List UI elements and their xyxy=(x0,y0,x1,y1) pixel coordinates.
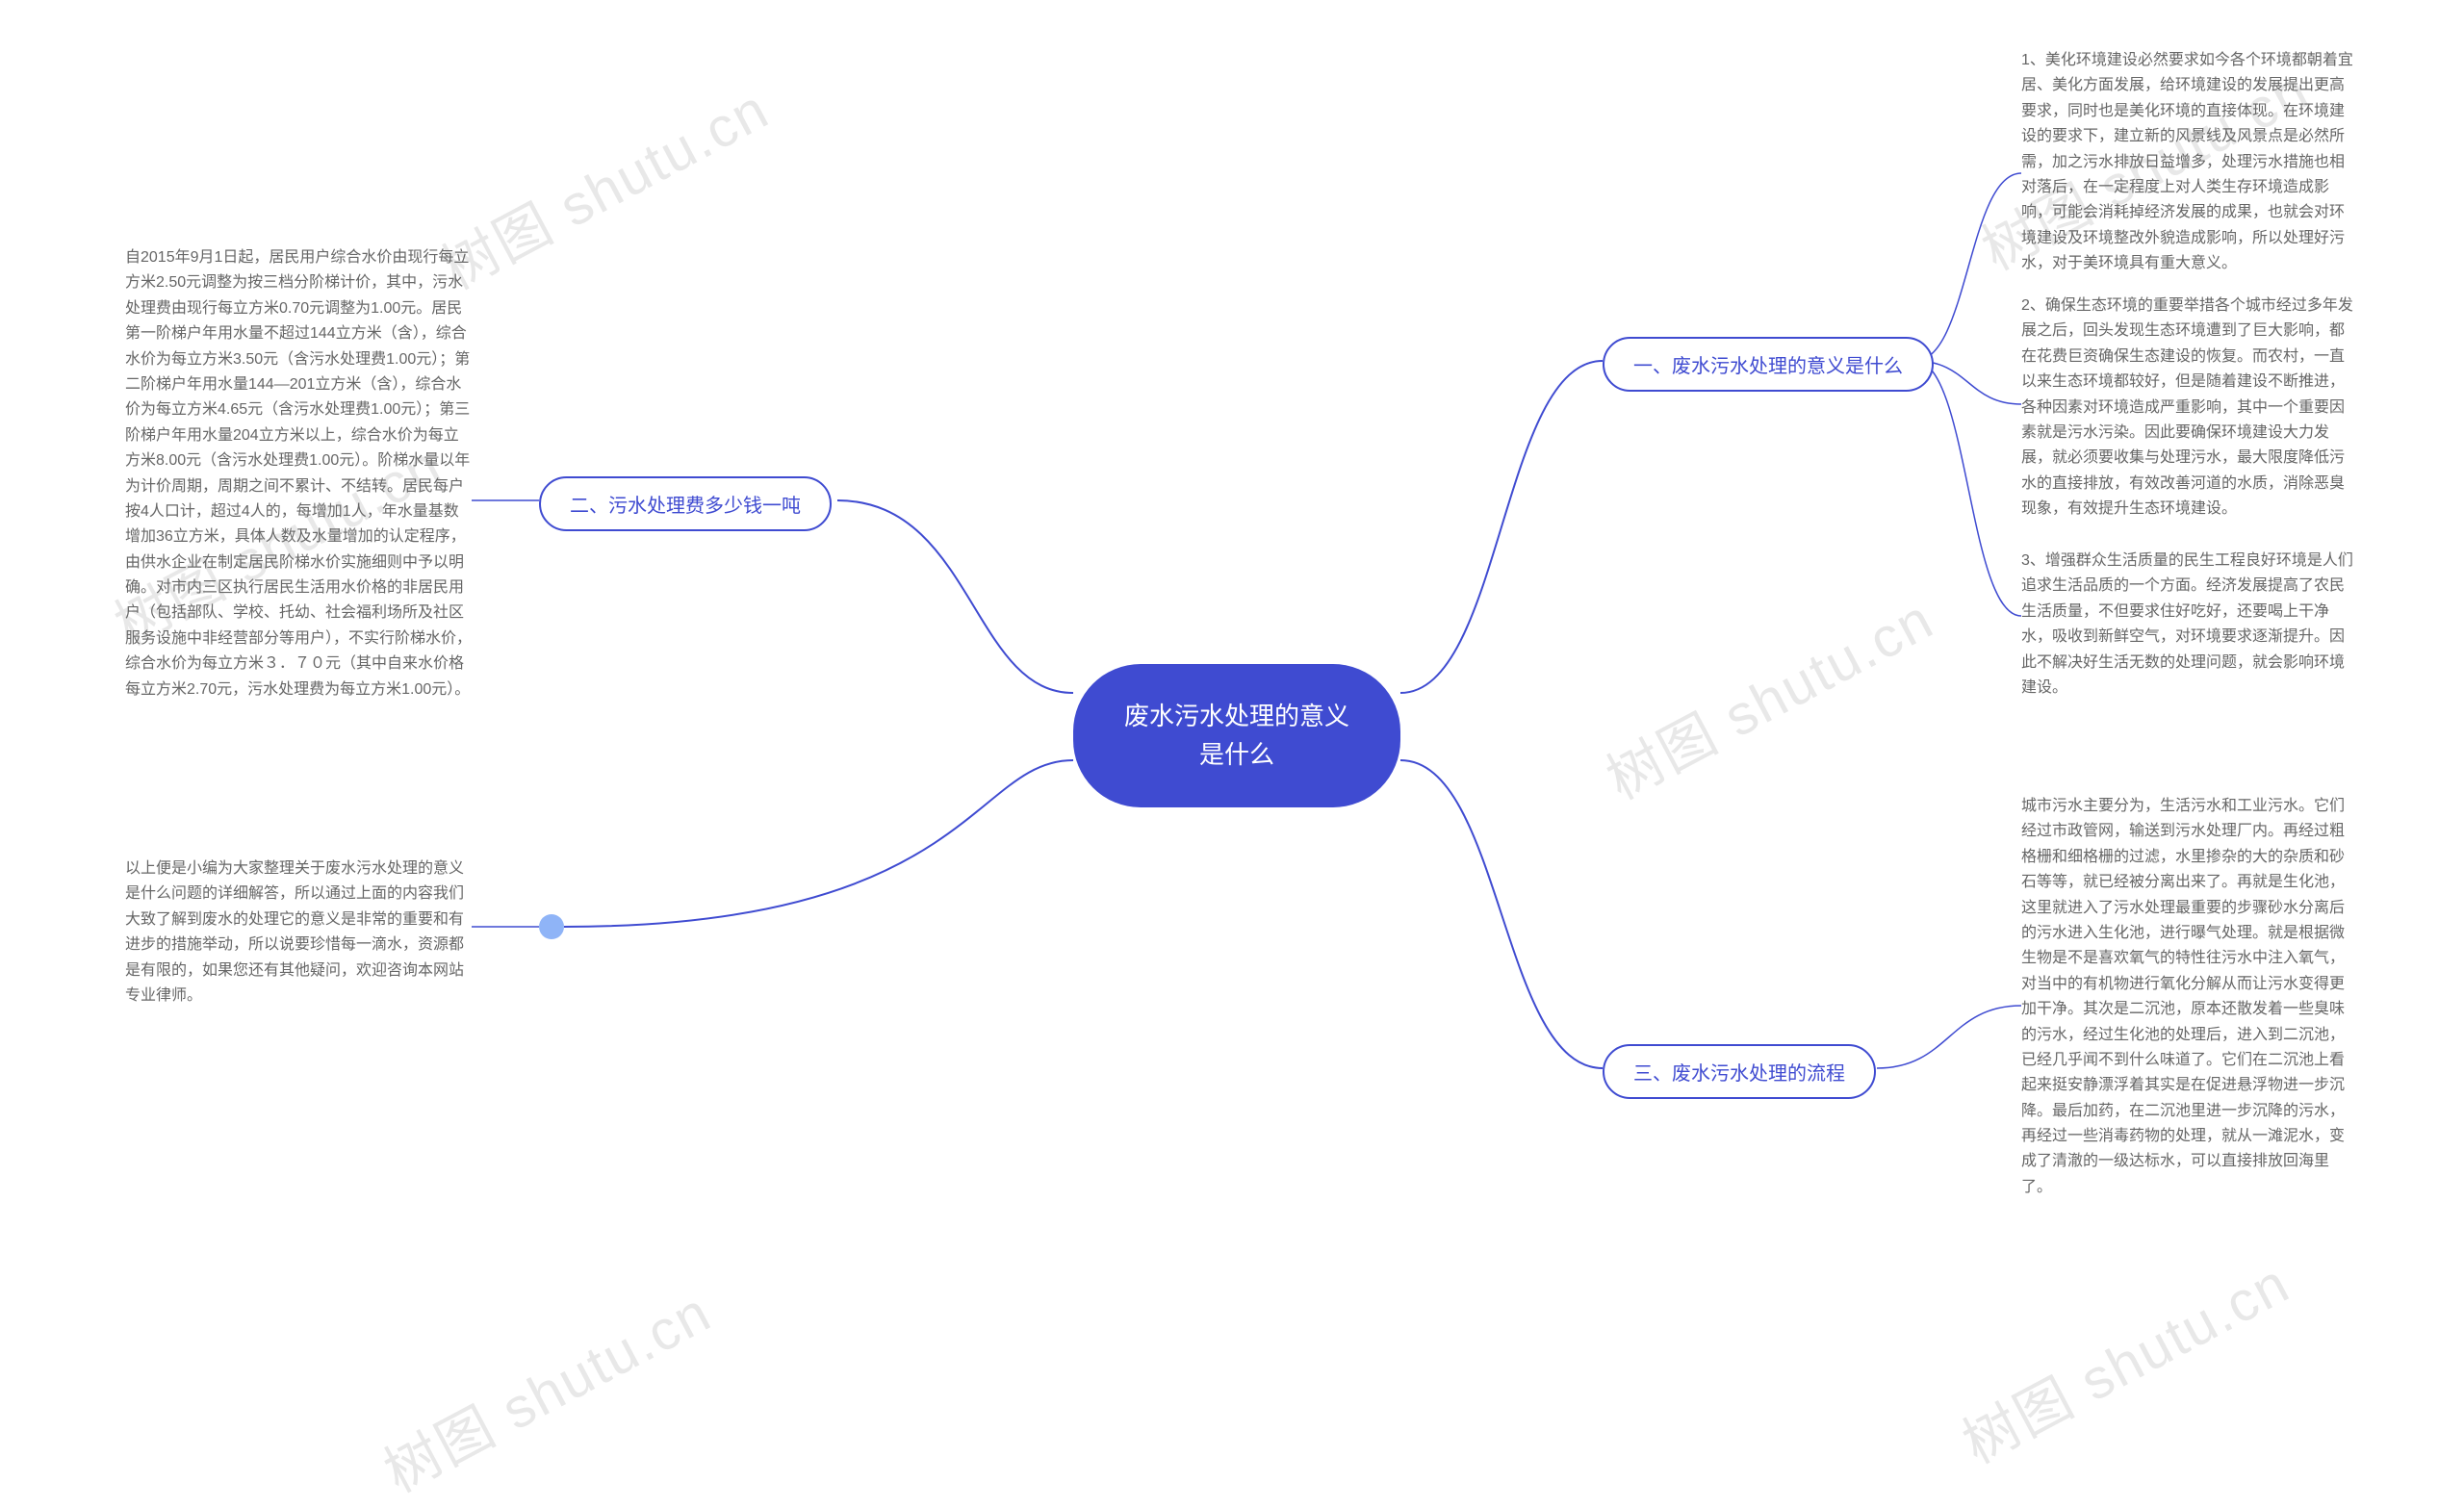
branch-label: 三、废水污水处理的流程 xyxy=(1633,1063,1845,1085)
watermark: 树图 shutu.cn xyxy=(1590,575,1945,814)
branch-dot-4[interactable] xyxy=(539,914,564,939)
branch-label: 一、废水污水处理的意义是什么 xyxy=(1633,356,1903,377)
center-node[interactable]: 废水污水处理的意义是什么 xyxy=(1073,664,1400,807)
watermark: 树图 shutu.cn xyxy=(1946,1239,2301,1478)
branch-label: 二、污水处理费多少钱一吨 xyxy=(570,496,801,517)
leaf-text-1b: 2、确保生态环境的重要举措各个城市经过多年发展之后，回头发现生态环境遭到了巨大影… xyxy=(2021,294,2358,523)
branch-node-1[interactable]: 一、废水污水处理的意义是什么 xyxy=(1603,337,1934,392)
branch-node-3[interactable]: 三、废水污水处理的流程 xyxy=(1603,1044,1876,1099)
leaf-text-1a: 1、美化环境建设必然要求如今各个环境都朝着宜居、美化方面发展，给环境建设的发展提… xyxy=(2021,48,2358,277)
leaf-text-2a: 自2015年9月1日起，居民用户综合水价由现行每立方米2.50元调整为按三档分阶… xyxy=(125,245,472,703)
branch-node-2[interactable]: 二、污水处理费多少钱一吨 xyxy=(539,476,832,531)
center-label: 废水污水处理的意义是什么 xyxy=(1124,702,1349,769)
leaf-text-4a: 以上便是小编为大家整理关于废水污水处理的意义是什么问题的详细解答，所以通过上面的… xyxy=(125,856,472,1009)
watermark: 树图 shutu.cn xyxy=(425,64,781,304)
leaf-text-3a: 城市污水主要分为，生活污水和工业污水。它们经过市政管网，输送到污水处理厂内。再经… xyxy=(2021,794,2358,1200)
leaf-text-1c: 3、增强群众生活质量的民生工程良好环境是人们追求生活品质的一个方面。经济发展提高… xyxy=(2021,549,2358,701)
watermark: 树图 shutu.cn xyxy=(368,1267,723,1507)
